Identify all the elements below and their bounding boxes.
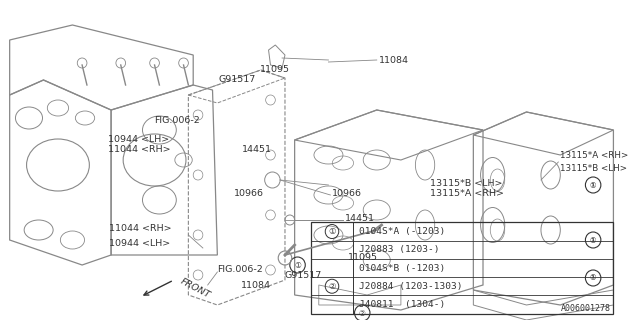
Text: 10966: 10966 — [332, 188, 362, 197]
Text: A006001278: A006001278 — [561, 304, 611, 313]
Text: 14451: 14451 — [345, 213, 375, 222]
Text: 13115*A <RH>: 13115*A <RH> — [429, 189, 504, 198]
Text: ②: ② — [328, 282, 336, 291]
Text: 11044 <RH>: 11044 <RH> — [109, 223, 172, 233]
Text: ①: ① — [590, 236, 596, 244]
Text: G91517: G91517 — [218, 75, 255, 84]
Text: ①: ① — [328, 227, 336, 236]
Text: G91517: G91517 — [285, 270, 322, 279]
Text: 10944 <LH>: 10944 <LH> — [109, 238, 170, 247]
Text: 11084: 11084 — [241, 281, 271, 290]
Text: 13115*B <LH>: 13115*B <LH> — [560, 164, 627, 172]
Text: 0104S*A (-1203): 0104S*A (-1203) — [359, 227, 445, 236]
Text: 11095: 11095 — [348, 253, 378, 262]
Text: 10944 <LH>: 10944 <LH> — [108, 135, 170, 144]
Text: FRONT: FRONT — [179, 276, 212, 300]
Text: 13115*B <LH>: 13115*B <LH> — [429, 179, 502, 188]
Text: ①: ① — [590, 180, 596, 189]
Text: J40811  (1304-): J40811 (1304-) — [359, 300, 445, 309]
Text: 14451: 14451 — [243, 145, 273, 154]
Text: FIG.006-2: FIG.006-2 — [218, 266, 263, 275]
Text: ①: ① — [294, 260, 301, 269]
Text: ①: ① — [590, 274, 596, 283]
Text: 13115*A <RH>: 13115*A <RH> — [560, 150, 628, 159]
Text: J20883 (1203-): J20883 (1203-) — [359, 245, 439, 254]
Text: 11044 <RH>: 11044 <RH> — [108, 145, 171, 154]
Text: J20884 (1203-1303): J20884 (1203-1303) — [359, 282, 462, 291]
Text: ②: ② — [359, 308, 365, 317]
Text: 0104S*B (-1203): 0104S*B (-1203) — [359, 263, 445, 273]
Text: 10966: 10966 — [234, 189, 264, 198]
Bar — [311, 222, 612, 314]
Text: 11084: 11084 — [379, 55, 409, 65]
Text: 11095: 11095 — [260, 65, 290, 74]
Text: FIG.006-2: FIG.006-2 — [155, 116, 200, 124]
